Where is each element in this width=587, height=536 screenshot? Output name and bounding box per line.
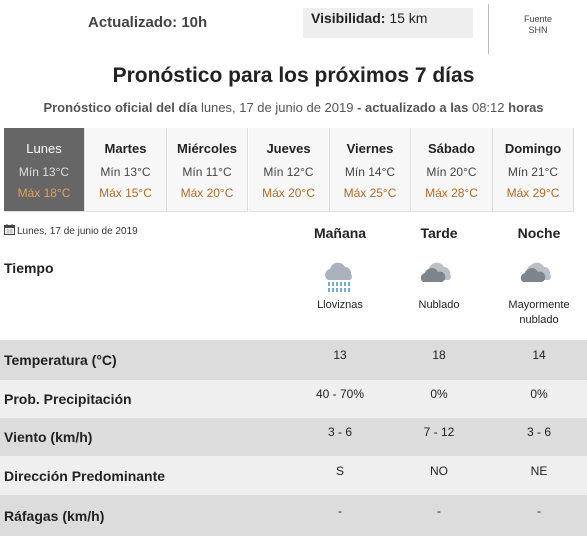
- day-tab[interactable]: Domingo Mín 21°C Máx 29°C: [493, 128, 574, 212]
- day-tab[interactable]: Martes Mín 13°C Máx 15°C: [85, 128, 167, 212]
- row-value: 40 - 70%: [315, 387, 365, 401]
- detail-date-text: Lunes, 17 de junio de 2019: [17, 226, 138, 237]
- source-name: SHN: [528, 25, 548, 35]
- subtitle-text: Pronóstico oficial del día: [43, 100, 198, 115]
- row-value: 3 - 6: [526, 425, 551, 439]
- day-tab[interactable]: Lunes Mín 13°C Máx 18°C: [4, 128, 85, 212]
- day-min: Mín 12°C: [263, 165, 314, 179]
- weather-icon: [290, 258, 390, 299]
- day-name: Miércoles: [177, 141, 237, 156]
- weather-icon: [389, 258, 489, 293]
- day-min: Mín 11°C: [182, 165, 232, 179]
- weather-text: Mayormente nublado: [508, 299, 570, 326]
- day-min: Mín 21°C: [507, 165, 559, 179]
- day-max: Máx 28°C: [425, 186, 478, 200]
- cloudy-icon: [420, 262, 451, 282]
- drizzle-icon: [325, 262, 352, 292]
- row-value: 0%: [530, 387, 548, 401]
- calendar-icon: [4, 224, 15, 235]
- period-header: Mañana: [313, 225, 367, 241]
- row-value: NO: [430, 463, 448, 478]
- visibility-value: 15 km: [389, 10, 428, 26]
- day-min: Mín 20°C: [426, 165, 477, 179]
- day-min: Mín 13°C: [100, 165, 151, 179]
- table-row: [0, 456, 587, 495]
- row-value: 14: [532, 348, 546, 362]
- table-row: [0, 340, 587, 380]
- day-max: Máx 20°C: [262, 186, 315, 200]
- visibility-label: Visibilidad:: [311, 10, 386, 26]
- row-value: 3 - 6: [327, 425, 352, 439]
- subtitle: Pronóstico oficial del día lunes, 17 de …: [0, 100, 587, 115]
- weather-text: Lloviznas: [317, 299, 363, 311]
- source: Fuente SHN: [500, 14, 576, 36]
- row-label: Ráfagas (km/h): [4, 507, 105, 524]
- day-tab[interactable]: Sábado Mín 20°C Máx 28°C: [411, 128, 493, 212]
- weather-text: Nublado: [418, 299, 460, 311]
- subtitle-text: - actualizado a las: [357, 100, 469, 115]
- row-label: Viento (km/h): [4, 429, 93, 445]
- day-name: Sábado: [428, 141, 475, 156]
- day-max: Máx 20°C: [180, 186, 234, 200]
- source-label: Fuente: [523, 14, 553, 24]
- row-value: 0%: [430, 387, 448, 401]
- day-min: Mín 14°C: [344, 165, 396, 179]
- subtitle-text: horas: [508, 100, 544, 115]
- period-header: Tarde: [420, 225, 458, 241]
- day-name: Lunes: [26, 141, 62, 156]
- day-tab[interactable]: Jueves Mín 12°C Máx 20°C: [248, 128, 330, 212]
- row-value: NE: [530, 463, 548, 478]
- day-tab[interactable]: Miércoles Mín 11°C Máx 20°C: [167, 128, 248, 212]
- day-name: Martes: [104, 141, 147, 156]
- updated: Actualizado: 10h: [88, 14, 208, 31]
- subtitle-date: lunes, 17 de junio de 2019: [200, 100, 354, 115]
- period-header: Noche: [517, 225, 561, 241]
- day-max: Máx 29°C: [506, 186, 560, 200]
- detail-area: [0, 212, 587, 340]
- day-tab[interactable]: Viernes Mín 14°C Máx 25°C: [330, 128, 411, 212]
- day-min: Mín 13°C: [18, 165, 70, 179]
- day-max: Máx 25°C: [343, 186, 397, 200]
- weather-label: Tiempo: [4, 260, 54, 276]
- row-value: S: [335, 463, 344, 478]
- row-label: Dirección Predominante: [4, 467, 166, 484]
- day-name: Domingo: [504, 141, 562, 156]
- title: Pronóstico para los próximos 7 días: [112, 64, 475, 87]
- row-value: 18: [432, 348, 446, 362]
- visibility-box: Visibilidad: 15 km: [303, 8, 473, 38]
- day-name: Viernes: [346, 141, 394, 156]
- row-value: -: [338, 503, 342, 518]
- mostly-cloudy-icon: [520, 262, 551, 282]
- detail-date: Lunes, 17 de junio de 2019: [4, 224, 138, 237]
- table-row: [0, 380, 587, 418]
- table-row: [0, 418, 587, 456]
- table-row: [0, 495, 587, 536]
- day-max: Máx 18°C: [17, 186, 71, 200]
- row-value: 13: [333, 348, 347, 362]
- day-name: Jueves: [266, 141, 311, 156]
- divider: [488, 4, 489, 54]
- day-max: Máx 15°C: [99, 186, 152, 200]
- row-value: -: [437, 503, 441, 518]
- subtitle-time: 08:12: [471, 100, 505, 115]
- weather-icon: [489, 258, 587, 293]
- row-label: Temperatura (°C): [4, 352, 117, 368]
- row-value: -: [537, 503, 541, 518]
- row-label: Prob. Precipitación: [4, 391, 132, 407]
- row-value: 7 - 12: [423, 425, 455, 439]
